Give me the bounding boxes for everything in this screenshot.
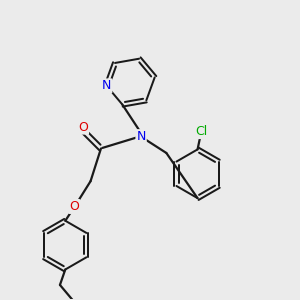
Text: Cl: Cl xyxy=(195,125,207,138)
Text: N: N xyxy=(136,130,146,143)
Text: O: O xyxy=(78,121,88,134)
Text: O: O xyxy=(69,200,79,213)
Text: N: N xyxy=(102,80,111,92)
